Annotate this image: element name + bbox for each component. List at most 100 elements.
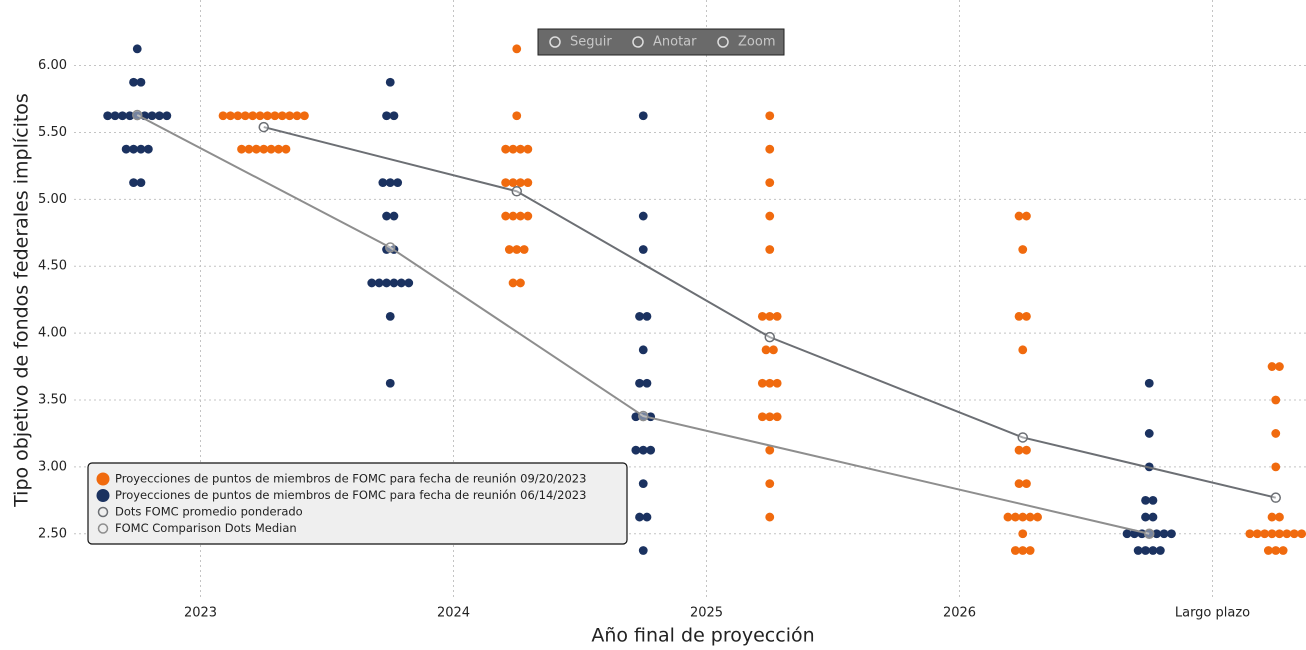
button-label: Seguir — [570, 35, 612, 50]
line-marker — [511, 186, 522, 197]
dot — [508, 144, 518, 154]
dot — [129, 144, 138, 154]
dot — [1144, 378, 1154, 388]
legend-marker — [96, 489, 110, 502]
dot — [136, 77, 146, 87]
dot — [772, 311, 782, 321]
line-marker — [132, 109, 143, 121]
legend-box — [87, 462, 628, 545]
dot — [772, 378, 782, 388]
dot — [508, 278, 518, 288]
dot — [129, 77, 138, 87]
dot — [1267, 512, 1277, 522]
dot — [501, 144, 511, 154]
dot — [1275, 529, 1284, 539]
dot — [1122, 529, 1132, 539]
dot — [1018, 512, 1028, 522]
dot — [1271, 395, 1281, 405]
dot — [382, 111, 391, 121]
dot — [277, 111, 287, 121]
dot — [259, 144, 269, 154]
y-tick-label: 2.50 — [38, 526, 67, 541]
dot — [1014, 211, 1024, 221]
dot — [765, 111, 775, 121]
dot — [761, 345, 771, 355]
dot — [765, 378, 775, 388]
dot — [765, 512, 775, 522]
dot — [218, 111, 228, 121]
dot — [274, 144, 283, 154]
line-marker — [258, 121, 269, 133]
dot — [1278, 546, 1288, 555]
dot — [1010, 512, 1020, 522]
dot — [389, 111, 399, 121]
toolbar-button[interactable]: Seguir — [540, 30, 622, 54]
dot — [516, 144, 525, 154]
legend-label: Dots FOMC promedio ponderado — [115, 505, 303, 519]
dot — [765, 211, 775, 221]
dot — [1010, 546, 1020, 555]
dot — [523, 178, 533, 188]
dot — [765, 245, 775, 254]
dot — [1003, 512, 1013, 522]
dot — [757, 311, 767, 321]
toolbar-button[interactable]: Anotar — [623, 30, 707, 54]
dot — [396, 278, 406, 288]
button-bg — [708, 30, 783, 54]
dot — [516, 278, 525, 288]
dot — [1267, 529, 1277, 539]
toolbar: Seguir Anotar Zoom — [537, 28, 785, 56]
dot — [519, 245, 529, 254]
dot — [244, 144, 254, 154]
dot — [118, 111, 127, 121]
dot — [638, 445, 648, 455]
dot — [1275, 362, 1284, 371]
dot — [393, 178, 403, 188]
dot — [638, 479, 648, 489]
dot — [631, 412, 641, 422]
dot — [1014, 445, 1024, 455]
dot — [638, 245, 648, 254]
dot — [285, 111, 295, 121]
dot — [765, 412, 775, 422]
dot — [1260, 529, 1270, 539]
dot — [226, 111, 235, 121]
dot — [389, 211, 399, 221]
dot — [1018, 245, 1028, 254]
dot — [237, 144, 246, 154]
dot — [110, 111, 120, 121]
dot — [1148, 495, 1158, 505]
dot — [508, 178, 518, 188]
dot — [1014, 479, 1024, 489]
dot — [143, 144, 153, 154]
y-tick-label: 5.00 — [38, 192, 67, 207]
dot — [121, 144, 131, 154]
button-icon — [717, 36, 729, 48]
dot — [638, 211, 648, 221]
dot — [1267, 362, 1277, 371]
dot — [281, 144, 291, 154]
line-marker — [1017, 432, 1028, 443]
dot — [1144, 429, 1154, 438]
dot — [1025, 546, 1035, 555]
dot — [516, 178, 525, 188]
dot — [1252, 529, 1262, 539]
dot — [757, 412, 767, 422]
dot — [389, 278, 399, 288]
dot — [1245, 529, 1255, 539]
line-marker — [385, 242, 396, 253]
dot — [1022, 445, 1031, 455]
dot — [382, 211, 391, 221]
dot — [1159, 529, 1169, 539]
dot — [1152, 529, 1162, 539]
legend-marker — [97, 506, 109, 518]
dot — [251, 144, 261, 154]
dot — [765, 311, 775, 321]
dot — [255, 111, 265, 121]
dot — [385, 77, 395, 87]
button-bg — [540, 30, 622, 54]
legend-label: Proyecciones de puntos de miembros de FO… — [115, 488, 586, 502]
dot — [300, 111, 309, 121]
dot — [646, 445, 656, 455]
toolbar-button[interactable]: Zoom — [708, 30, 783, 54]
